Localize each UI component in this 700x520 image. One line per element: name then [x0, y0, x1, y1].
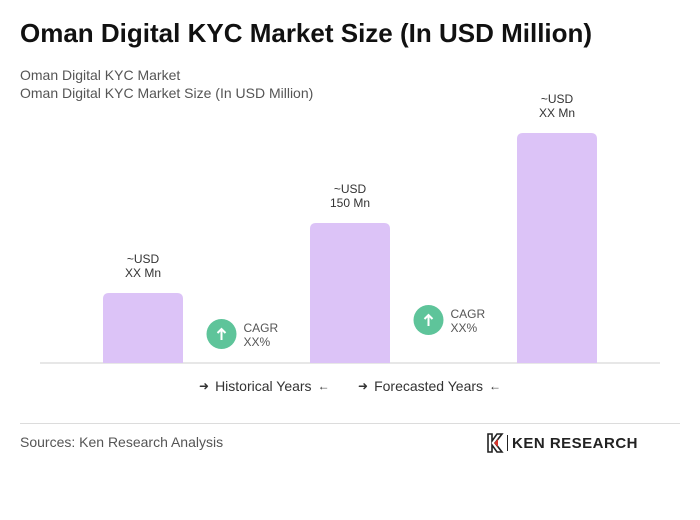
legend-historical-label: Historical Years	[215, 378, 312, 394]
up-arrow-icon	[216, 327, 227, 340]
footer-divider	[20, 423, 680, 424]
arrow-left-icon: ←	[489, 379, 502, 393]
bar-data-label: XX Mn	[539, 106, 575, 120]
ken-logo-icon	[487, 433, 504, 453]
cagr-label: CAGR	[451, 307, 486, 321]
arrow-right-icon: ➜	[199, 379, 210, 393]
up-arrow-icon	[423, 313, 434, 326]
sources-text: Sources: Ken Research Analysis	[20, 434, 224, 450]
arrow-left-icon: ←	[317, 379, 330, 393]
bar-data-label: ~USD	[541, 92, 574, 106]
bar-data-label: XX Mn	[125, 266, 161, 280]
bar-data-label: ~USD	[334, 182, 367, 196]
bar	[517, 133, 597, 363]
bar	[103, 293, 183, 363]
legend-forecasted: ➜ Forecasted Years ←	[358, 378, 501, 394]
ken-research-logo: KEN RESEARCH	[486, 433, 638, 453]
cagr-label: CAGR	[244, 321, 279, 335]
bar-data-label: ~USD	[127, 252, 160, 266]
cagr-label: XX%	[451, 321, 478, 335]
cagr-label: XX%	[244, 335, 271, 349]
bar	[310, 223, 390, 363]
chart-subtitle: Oman Digital KYC Market	[20, 67, 181, 83]
legend-forecasted-label: Forecasted Years	[374, 378, 484, 394]
chart-subtitle-secondary: Oman Digital KYC Market Size (In USD Mil…	[20, 85, 314, 101]
logo-separator	[507, 435, 508, 451]
arrow-right-icon: ➜	[358, 379, 369, 393]
page-title: Oman Digital KYC Market Size (In USD Mil…	[20, 18, 593, 48]
legend-historical: ➜ Historical Years ←	[199, 378, 330, 394]
bar-data-label: 150 Mn	[330, 196, 370, 210]
logo-text: KEN RESEARCH	[512, 434, 639, 452]
